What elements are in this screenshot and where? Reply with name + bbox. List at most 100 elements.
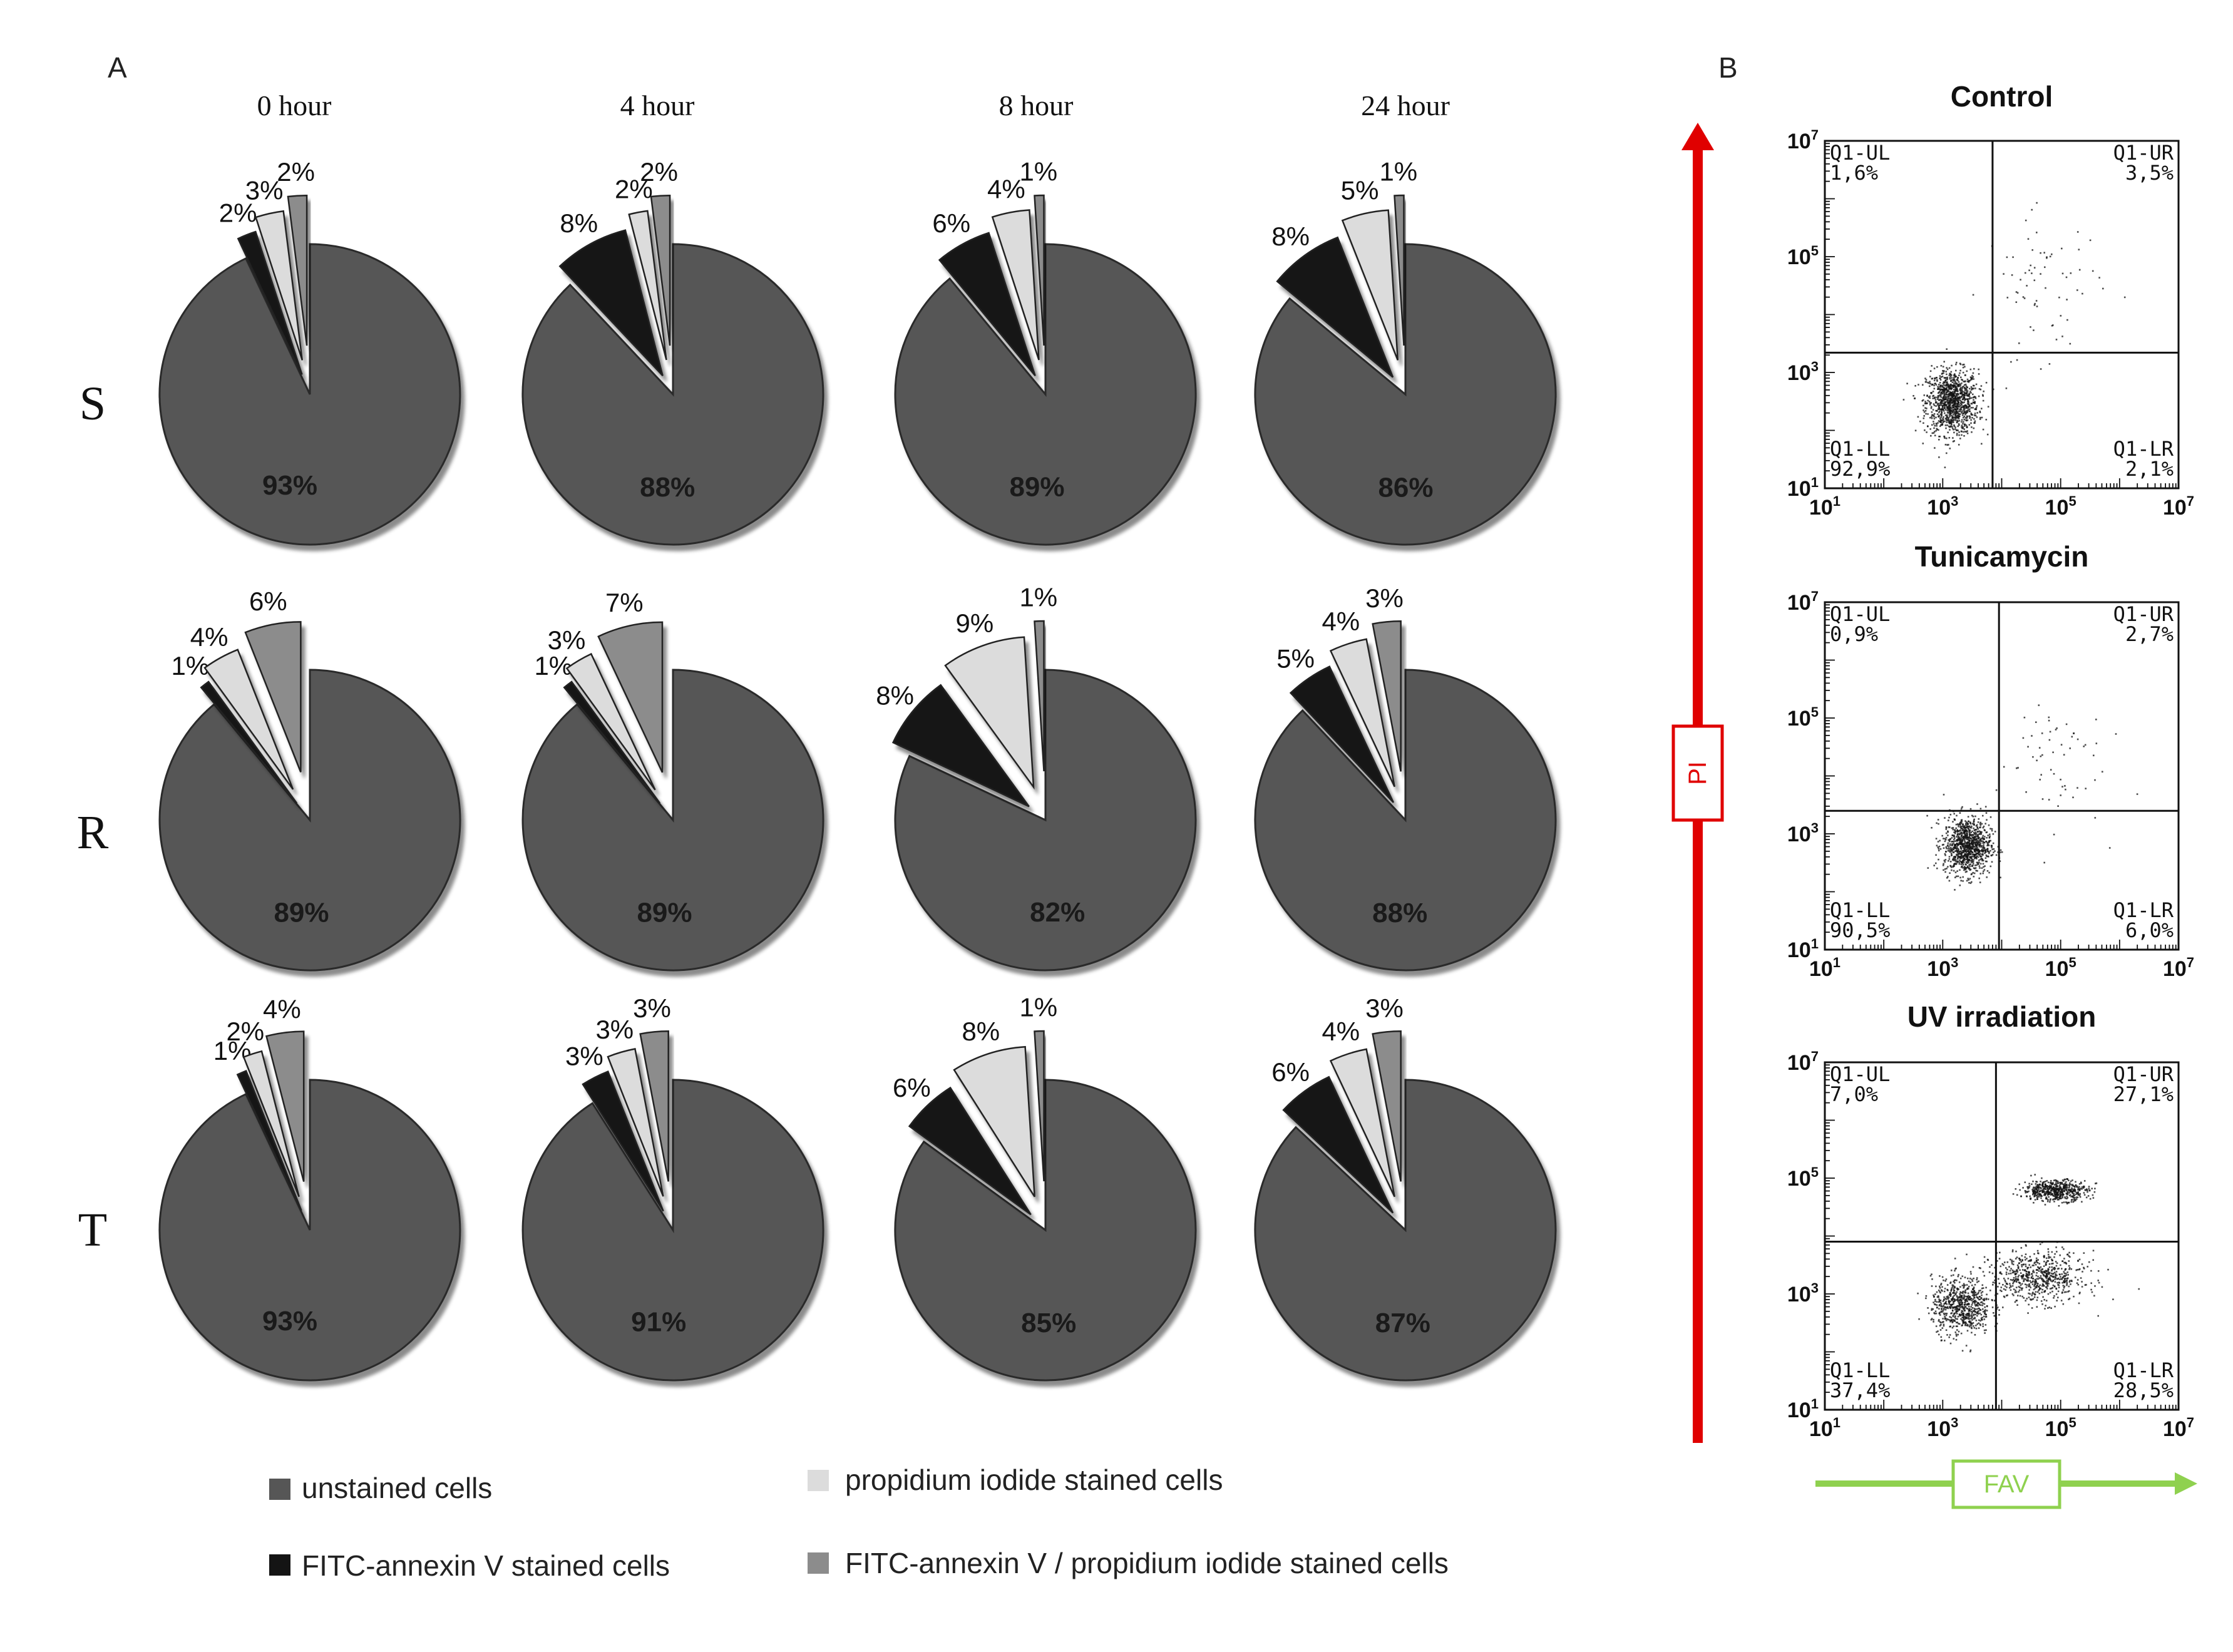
legend-label-fitc: FITC-annexin V stained cells xyxy=(302,1549,670,1582)
quadrant-ur: Q1-UR 27,1% xyxy=(2113,1062,2174,1106)
pie-label-unstained: 88% xyxy=(640,472,695,503)
pie-slice-pi xyxy=(944,636,1035,790)
pi-axis-arrowhead xyxy=(1681,123,1714,150)
fav-axis: FAV xyxy=(1815,1459,2197,1509)
pi-axis-label-box xyxy=(1671,724,1724,822)
pie-s-4hour: 8% 2%2% 88% xyxy=(521,157,824,546)
pie-slice-fitc-pi xyxy=(1372,1030,1402,1182)
pie-label-unstained: 86% xyxy=(1378,472,1433,503)
y-tick-label: 101 xyxy=(1787,1396,1819,1422)
fav-axis-label: FAV xyxy=(1984,1470,2030,1498)
scatter-points xyxy=(1902,202,2126,468)
pie-r-4hour: 1%3% 7% 89% xyxy=(521,588,824,972)
quadrant-ul: Q1-UL 1,6% xyxy=(1830,141,1890,185)
pie-slice-fitc-pi xyxy=(1034,194,1045,346)
legend-swatch-unstained xyxy=(269,1479,290,1500)
quadrant-ll: Q1-LL 90,5% xyxy=(1830,898,1890,942)
pie-slice-fitc-annexin xyxy=(200,680,298,804)
column-header-8h: 8 hour xyxy=(999,90,1074,121)
pie-slice-pi xyxy=(607,1048,664,1197)
quadrant-lr: Q1-LR 2,1% xyxy=(2113,437,2174,481)
column-header-4h: 4 hour xyxy=(620,90,695,121)
pie-slice-fitc-annexin xyxy=(582,1070,664,1212)
column-header-0h: 0 hour xyxy=(257,90,332,121)
pie-label-fitc-annexin: 8% xyxy=(560,208,598,238)
pie-label-unstained: 88% xyxy=(1372,898,1427,928)
pie-label-unstained: 93% xyxy=(262,470,317,501)
pie-label-unstained: 87% xyxy=(1375,1308,1430,1338)
pie-slice-fitc-pi xyxy=(1372,620,1402,772)
pie-label-unstained: 91% xyxy=(631,1307,686,1338)
legend: unstained cells propidium iodide stained… xyxy=(269,1464,1449,1582)
x-tick-label: 101 xyxy=(1809,493,1840,520)
x-tick-label: 105 xyxy=(2045,1415,2076,1441)
pie-r-24hour: 5%4%3% 88% xyxy=(1254,583,1557,972)
pie-s-8hour: 6% 4%1% 89% xyxy=(894,157,1197,546)
pie-label-pi: 2% xyxy=(226,1017,264,1046)
pie-slice-fitc-pi xyxy=(287,194,308,346)
pie-label-fitc-pi: 1% xyxy=(1019,993,1057,1022)
x-tick-label: 105 xyxy=(2045,955,2076,981)
pie-slice-unstained xyxy=(894,669,1197,972)
x-tick-label: 103 xyxy=(1927,1415,1958,1441)
flow-plot-title: UV irradiation xyxy=(1907,1000,2097,1033)
pi-axis-label: PI xyxy=(1684,761,1712,785)
x-tick-label: 101 xyxy=(1809,955,1840,981)
pie-label-fitc-pi: 2% xyxy=(640,157,678,187)
pie-slice-fitc-pi xyxy=(639,1030,669,1182)
pie-slice-fitc-annexin xyxy=(237,230,303,375)
pie-slice-unstained xyxy=(1254,669,1557,972)
pie-slice-fitc-annexin xyxy=(938,232,1036,377)
pie-label-pi: 4% xyxy=(190,622,228,652)
x-tick-label: 107 xyxy=(2163,955,2194,981)
pie-slice-unstained xyxy=(158,243,461,546)
y-tick-label: 103 xyxy=(1787,359,1819,385)
pie-t-0hour: 1%2%4%93% xyxy=(158,994,461,1382)
scatter-points xyxy=(1926,704,2138,891)
flow-plot-frame xyxy=(1824,1061,2180,1411)
pie-label-pi: 4% xyxy=(987,174,1025,203)
pie-label-pi: 2% xyxy=(615,174,653,203)
pie-label-fitc-pi: 3% xyxy=(1365,993,1404,1023)
pie-label-pi: 5% xyxy=(1341,176,1379,205)
pie-label-fitc-annexin: 8% xyxy=(876,681,914,711)
y-tick-label: 107 xyxy=(1787,588,1819,615)
pie-label-fitc-annexin: 2% xyxy=(219,198,257,227)
pie-label-pi: 4% xyxy=(1322,607,1360,636)
pie-r-0hour: 1%4% 6% 89% xyxy=(158,587,461,972)
pie-label-fitc-pi: 7% xyxy=(605,588,644,617)
pie-label-fitc-pi: 1% xyxy=(1019,157,1057,187)
x-tick-label: 101 xyxy=(1809,1415,1840,1441)
pie-slice-pi xyxy=(1329,638,1395,788)
pie-t-24hour: 6% 4%3% 87% xyxy=(1254,993,1557,1382)
pie-slice-unstained xyxy=(521,669,824,972)
pie-t-8hour: 6% 8% 1% 85% xyxy=(893,993,1197,1382)
legend-label-fitc-pi: FITC-annexin V / propidium iodide staine… xyxy=(845,1547,1449,1579)
row-label-r: R xyxy=(77,806,109,859)
pie-label-fitc-pi: 4% xyxy=(263,994,301,1024)
row-label-t: T xyxy=(78,1204,107,1256)
pie-label-pi: 9% xyxy=(956,608,994,638)
pie-label-unstained: 89% xyxy=(274,898,329,928)
pie-slice-pi xyxy=(628,210,667,361)
y-tick-label: 107 xyxy=(1787,127,1819,153)
pie-label-fitc-annexin: 1% xyxy=(171,651,209,680)
y-tick-label: 107 xyxy=(1787,1049,1819,1075)
quadrant-lr: Q1-LR 6,0% xyxy=(2113,898,2174,942)
pie-slice-fitc-pi xyxy=(1394,194,1405,346)
quadrant-lr: Q1-LR 28,5% xyxy=(2113,1358,2174,1402)
pie-slice-fitc-pi xyxy=(1034,1030,1045,1182)
pie-label-pi: 3% xyxy=(548,625,586,655)
x-tick-label: 105 xyxy=(2045,493,2076,520)
row-label-s: S xyxy=(80,377,106,430)
pie-label-fitc-pi: 6% xyxy=(249,587,287,616)
y-tick-label: 101 xyxy=(1787,936,1819,962)
pie-label-unstained: 89% xyxy=(637,898,692,928)
y-tick-label: 103 xyxy=(1787,820,1819,846)
pie-slice-pi xyxy=(242,1050,300,1198)
pie-label-unstained: 93% xyxy=(262,1306,317,1336)
flow-plot-frame xyxy=(1824,601,2180,951)
quadrant-ul: Q1-UL 7,0% xyxy=(1830,1062,1890,1106)
